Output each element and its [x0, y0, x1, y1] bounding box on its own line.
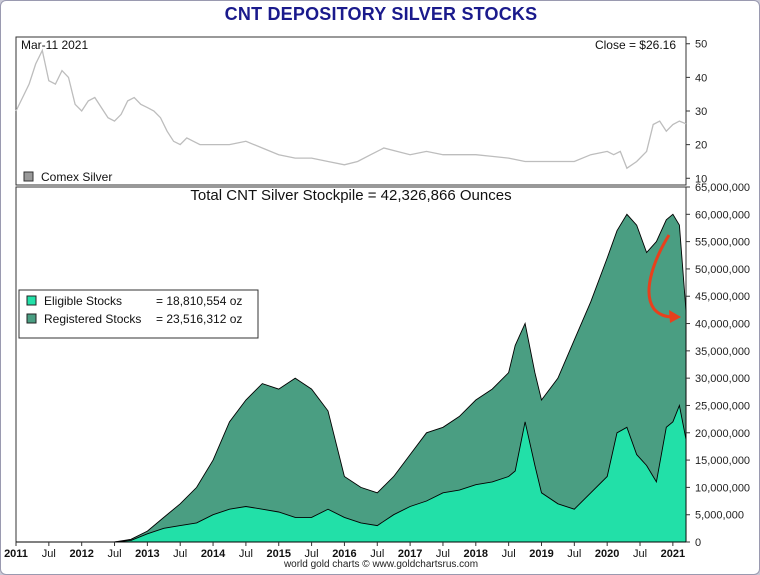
annotation-arrow — [647, 234, 674, 319]
comex-silver-legend-label: Comex Silver — [41, 170, 112, 184]
y-tick-label: 55,000,000 — [695, 237, 750, 249]
x-tick-label: Jul — [305, 548, 319, 560]
top-y-tick-label: 50 — [695, 39, 707, 51]
y-tick-label: 10,000,000 — [695, 482, 750, 494]
annotation-arrow-head — [669, 310, 681, 323]
y-tick-label: 45,000,000 — [695, 291, 750, 303]
x-tick-label: Jul — [370, 548, 384, 560]
legend-box — [18, 289, 259, 339]
chart-title: CNT DEPOSITORY SILVER STOCKS — [224, 4, 538, 24]
comex-silver-legend-swatch — [23, 171, 34, 182]
registered-legend-value: = 23,516,312 oz — [156, 312, 242, 326]
x-tick-label: 2011 — [4, 548, 28, 560]
registered-legend-swatch — [26, 313, 37, 324]
y-tick-label: 60,000,000 — [695, 209, 750, 221]
silver-price-line — [15, 48, 687, 170]
y-tick-label: 0 — [695, 537, 701, 549]
stockpile-title: Total CNT Silver Stockpile = 42,326,866 … — [190, 187, 511, 204]
eligible-legend-value: = 18,810,554 oz — [156, 294, 242, 308]
y-tick-label: 65,000,000 — [695, 182, 750, 194]
eligible-legend-swatch — [26, 295, 37, 306]
y-tick-label: 15,000,000 — [695, 455, 750, 467]
top-y-tick-label: 10 — [695, 173, 707, 185]
x-tick-label: 2017 — [398, 548, 422, 560]
x-tick-label: 2019 — [529, 548, 553, 560]
y-tick-label: 50,000,000 — [695, 264, 750, 276]
top-y-tick-label: 20 — [695, 140, 707, 152]
date-label: Mar-11 2021 — [21, 38, 88, 52]
x-tick-label: Jul — [173, 548, 187, 560]
registered-stocks-area — [16, 213, 687, 543]
x-tick-label: Jul — [502, 548, 516, 560]
y-tick-label: 20,000,000 — [695, 428, 750, 440]
footer-credit: world gold charts © www.goldchartsrus.co… — [283, 559, 479, 570]
x-tick-label: Jul — [633, 548, 647, 560]
x-tick-label: Jul — [42, 548, 56, 560]
x-tick-label: 2013 — [135, 548, 159, 560]
registered-legend-label: Registered Stocks — [44, 312, 141, 326]
x-tick-label: 2012 — [69, 548, 93, 560]
top-y-tick-label: 40 — [695, 72, 707, 84]
eligible-stocks-area — [16, 403, 687, 543]
x-tick-label: 2014 — [201, 548, 226, 560]
eligible-legend-label: Eligible Stocks — [44, 294, 122, 308]
y-tick-label: 25,000,000 — [695, 400, 750, 412]
close-label: Close = $26.16 — [595, 38, 676, 52]
x-tick-label: Jul — [239, 548, 253, 560]
x-tick-label: 2016 — [332, 548, 356, 560]
y-tick-label: 30,000,000 — [695, 373, 750, 385]
y-tick-label: 5,000,000 — [695, 510, 744, 522]
x-tick-label: Jul — [107, 548, 121, 560]
x-tick-label: Jul — [567, 548, 581, 560]
x-tick-label: Jul — [436, 548, 450, 560]
x-tick-label: 2021 — [661, 548, 685, 560]
x-tick-label: 2018 — [464, 548, 488, 560]
top-y-tick-label: 30 — [695, 106, 707, 118]
x-tick-label: 2020 — [595, 548, 619, 560]
x-tick-label: 2015 — [267, 548, 291, 560]
y-tick-label: 40,000,000 — [695, 319, 750, 331]
y-tick-label: 35,000,000 — [695, 346, 750, 358]
